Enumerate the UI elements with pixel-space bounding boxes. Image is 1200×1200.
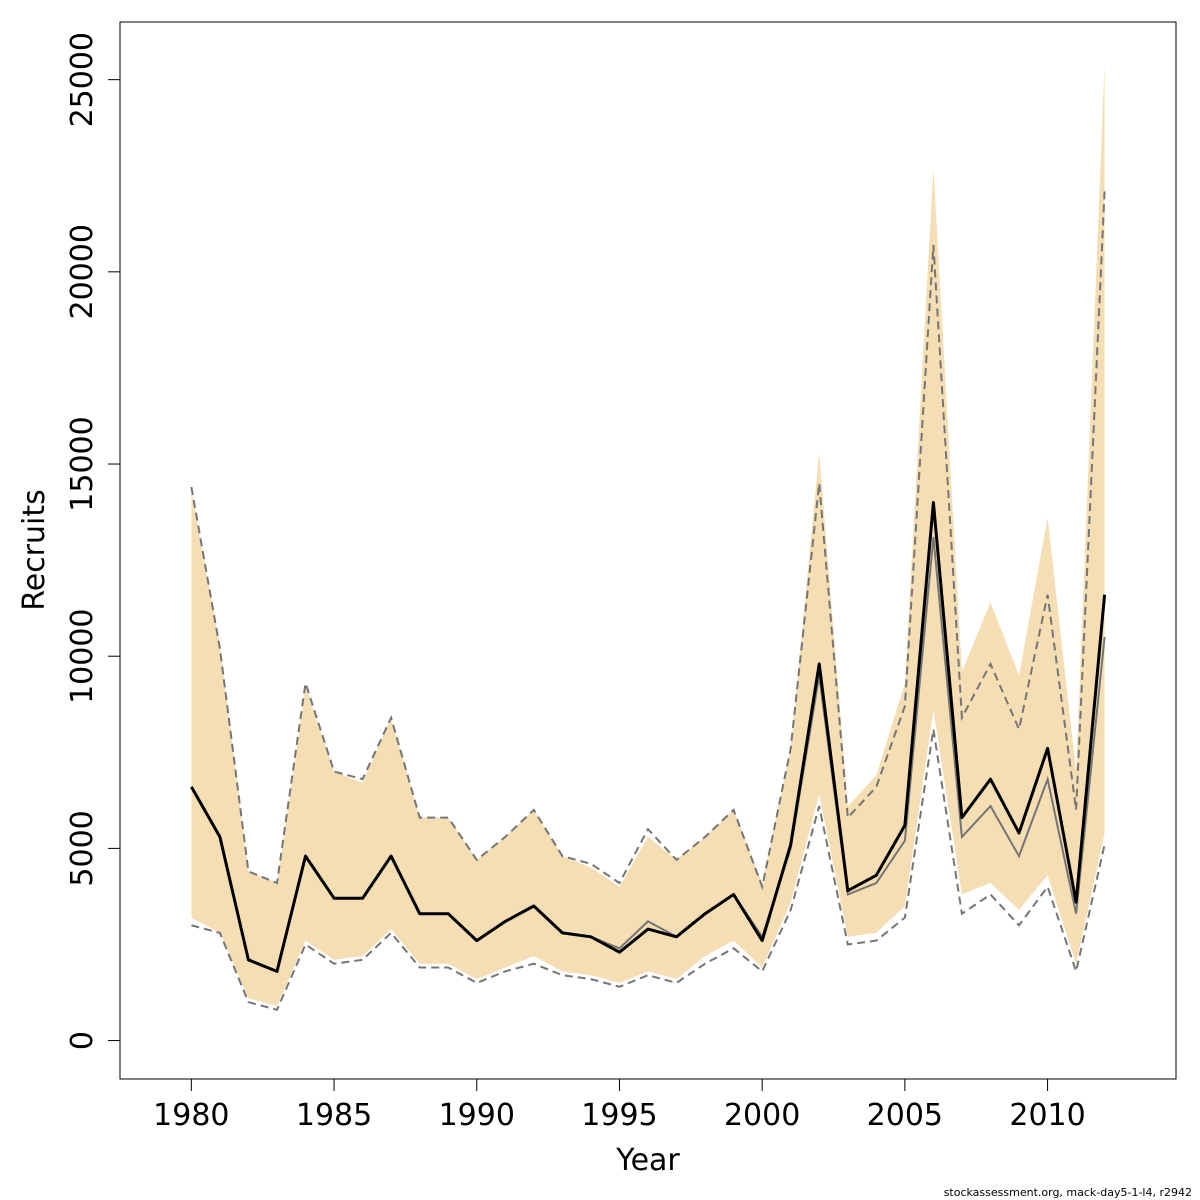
x-tick-label: 2010 — [1009, 1098, 1085, 1133]
main-line — [190, 501, 1107, 973]
x-tick-label: 1995 — [581, 1098, 657, 1133]
x-tick-label: 2005 — [867, 1098, 943, 1133]
y-axis-title: Recruits — [17, 489, 52, 611]
x-tick-label: 1980 — [153, 1098, 229, 1133]
lower-dashed-line — [191, 729, 1106, 1011]
y-axis: 0 5000 10000 15000 20000 25000 — [65, 32, 121, 1050]
y-tick-label: 25000 — [65, 32, 100, 127]
credit-text: stockassessment.org, mack-day5-1-l4, r29… — [944, 1186, 1192, 1199]
y-tick-label: 5000 — [65, 810, 100, 886]
plot-layer — [190, 64, 1107, 1011]
x-axis-title: Year — [615, 1143, 680, 1178]
y-tick-label: 15000 — [65, 416, 100, 511]
confidence-band — [191, 64, 1105, 1007]
y-tick-label: 10000 — [65, 608, 100, 703]
x-tick-label: 2000 — [724, 1098, 800, 1133]
y-tick-label: 20000 — [65, 224, 100, 319]
y-tick-label: 0 — [65, 1031, 100, 1050]
x-axis: 1980 1985 1990 1995 2000 2005 2010 — [153, 1078, 1086, 1133]
x-tick-label: 1985 — [296, 1098, 372, 1133]
x-tick-label: 1990 — [439, 1098, 515, 1133]
upper-dashed-line — [190, 191, 1106, 891]
